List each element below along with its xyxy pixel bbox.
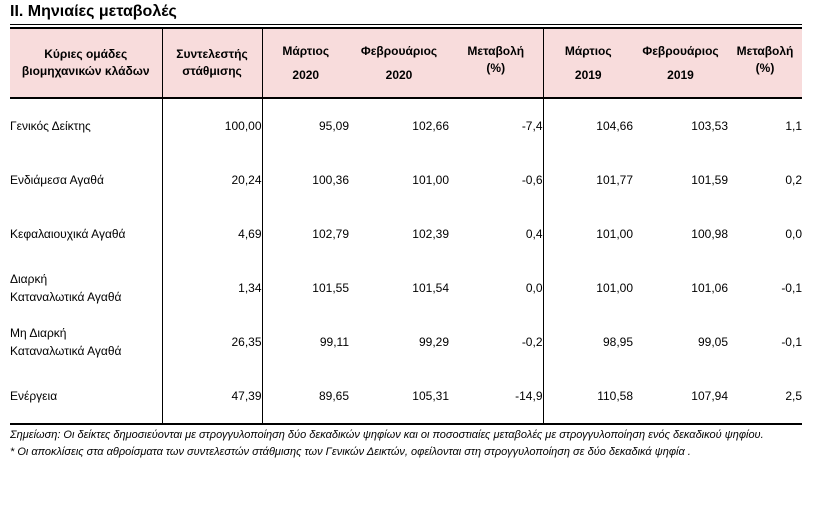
- table-notes: Σημείωση: Οι δείκτες δημοσιεύονται με στ…: [10, 428, 805, 462]
- cell-feb2020: 101,54: [412, 281, 449, 295]
- cell-mar2020: 100,36: [312, 173, 349, 187]
- cell-weight: 20,24: [162, 153, 263, 207]
- cell-mar2019: 110,58: [543, 369, 633, 425]
- cell-chg2019: -0,1: [781, 335, 802, 349]
- cell-mar2019: 101,00: [596, 227, 633, 241]
- header-mar2020-line2: 2020: [292, 67, 320, 82]
- header-group-line2: βιομηχανικών κλάδων: [21, 64, 150, 78]
- cell-mar2020: 102,79: [312, 227, 349, 241]
- row-label: Διαρκή Καταναλωτικά Αγαθά: [10, 261, 163, 315]
- cell-chg2020: 0,4: [449, 207, 544, 261]
- cell-weight: 47,39: [162, 369, 263, 425]
- cell-mar2020: 99,11: [319, 335, 349, 349]
- row-label: Μη Διαρκή Καταναλωτικά Αγαθά: [10, 315, 163, 369]
- cell-chg2019: -0,1: [781, 281, 802, 295]
- header-chg2019-line1: Μεταβολή: [736, 43, 794, 58]
- cell-mar2020: 95,09: [318, 119, 349, 133]
- cell-feb2019: 107,94: [633, 369, 728, 425]
- note-weights: * Οι αποκλίσεις στα αθροίσματα των συντε…: [10, 446, 691, 458]
- cell-weight: 100,00: [162, 98, 263, 153]
- header-chg2020-line2: (%): [486, 60, 506, 75]
- header-feb2020-line1: Φεβρουάριος: [360, 43, 438, 58]
- cell-chg2019: 2,5: [728, 369, 802, 425]
- header-feb2020: Φεβρουάριος 2020: [349, 27, 449, 99]
- table-row: Κεφαλαιουχικά Αγαθά 4,69 102,79 102,39 0…: [10, 207, 802, 261]
- cell-feb2020: 102,39: [412, 227, 449, 241]
- cell-feb2019: 100,98: [691, 227, 728, 241]
- header-feb2019-line2: 2019: [667, 67, 694, 82]
- row-label: Γενικός Δείκτης: [10, 98, 163, 153]
- cell-mar2019: 101,00: [596, 281, 633, 295]
- cell-weight: 4,69: [162, 207, 263, 261]
- monthly-changes-table: Κύριες ομάδες βιομηχανικών κλάδων Συντελ…: [10, 27, 802, 425]
- header-mar2019: Μάρτιος 2019: [543, 27, 633, 99]
- header-weight-line2: στάθμισης: [182, 64, 242, 78]
- row-label: Ενδιάμεσα Αγαθά: [10, 153, 163, 207]
- cell-chg2019: 0,2: [785, 173, 802, 187]
- cell-feb2020: 99,29: [418, 335, 449, 349]
- row-label: Κεφαλαιουχικά Αγαθά: [10, 207, 163, 261]
- table-row: Ενδιάμεσα Αγαθά 20,24 100,36 101,00 -0,6…: [10, 153, 802, 207]
- cell-chg2020: -7,4: [449, 98, 544, 153]
- table-row: Ενέργεια 47,39 89,65 105,31 -14,9 110,58…: [10, 369, 802, 425]
- cell-feb2020: 102,66: [412, 119, 449, 133]
- row-label-line: Ενέργεια: [10, 389, 58, 403]
- row-label-line: Μη Διαρκή: [10, 326, 67, 340]
- table-row: Γενικός Δείκτης 100,00 95,09 102,66 -7,4…: [10, 98, 802, 153]
- cell-mar2019: 104,66: [596, 119, 633, 133]
- header-weight: Συντελεστής στάθμισης: [162, 27, 263, 99]
- cell-feb2019: 103,53: [691, 119, 728, 133]
- header-chg2019-line2: (%): [755, 60, 775, 75]
- cell-mar2020: 89,65: [262, 369, 349, 425]
- header-chg2020: Μεταβολή (%): [449, 27, 544, 99]
- table-row: Διαρκή Καταναλωτικά Αγαθά 1,34 101,55 101…: [10, 261, 802, 315]
- header-chg2019: Μεταβολή (%): [728, 27, 802, 99]
- row-label-line: Γενικός Δείκτης: [10, 119, 91, 133]
- header-mar2019-line2: 2019: [574, 67, 602, 82]
- cell-feb2019: 101,06: [691, 281, 728, 295]
- title-underline: [10, 24, 802, 25]
- cell-feb2020: 105,31: [349, 369, 449, 425]
- cell-weight: 1,34: [162, 261, 263, 315]
- row-label: Ενέργεια: [10, 369, 163, 425]
- cell-chg2020: -0,2: [449, 315, 544, 369]
- row-label-line: Διαρκή: [10, 272, 48, 286]
- note-rounding: Σημείωση: Οι δείκτες δημοσιεύονται με στ…: [10, 429, 764, 441]
- table-row: Μη Διαρκή Καταναλωτικά Αγαθά 26,35 99,11 …: [10, 315, 802, 369]
- header-feb2019: Φεβρουάριος 2019: [633, 27, 728, 99]
- row-label-line: Καταναλωτικά Αγαθά: [10, 344, 122, 358]
- cell-chg2020: -0,6: [449, 153, 544, 207]
- cell-chg2019: 0,0: [785, 227, 802, 241]
- row-label-line: Ενδιάμεσα Αγαθά: [10, 173, 104, 187]
- cell-mar2019: 101,77: [596, 173, 633, 187]
- header-mar2020: Μάρτιος 2020: [262, 27, 349, 99]
- header-group-line1: Κύριες ομάδες: [44, 47, 128, 61]
- header-weight-line1: Συντελεστής: [176, 47, 248, 61]
- header-mar2019-line1: Μάρτιος: [564, 43, 612, 58]
- header-feb2020-line2: 2020: [385, 67, 413, 82]
- cell-mar2020: 101,55: [312, 281, 349, 295]
- row-label-line: Κεφαλαιουχικά Αγαθά: [10, 227, 126, 241]
- cell-chg2020: 0,0: [449, 261, 544, 315]
- header-feb2019-line1: Φεβρουάριος: [642, 43, 719, 58]
- cell-feb2019: 101,59: [691, 173, 728, 187]
- header-mar2020-line1: Μάρτιος: [282, 43, 330, 58]
- cell-feb2019: 99,05: [697, 335, 728, 349]
- cell-weight: 26,35: [162, 315, 263, 369]
- row-label-line: Καταναλωτικά Αγαθά: [10, 290, 122, 304]
- header-group: Κύριες ομάδες βιομηχανικών κλάδων: [10, 27, 163, 99]
- cell-chg2019: 1,1: [785, 119, 802, 133]
- cell-mar2019: 98,95: [602, 335, 633, 349]
- header-chg2020-line1: Μεταβολή: [467, 43, 525, 58]
- cell-chg2020: -14,9: [449, 369, 544, 425]
- section-title: ΙΙ. Μηνιαίες μεταβολές: [10, 3, 177, 20]
- table-header-row: Κύριες ομάδες βιομηχανικών κλάδων Συντελ…: [10, 27, 802, 99]
- cell-feb2020: 101,00: [412, 173, 449, 187]
